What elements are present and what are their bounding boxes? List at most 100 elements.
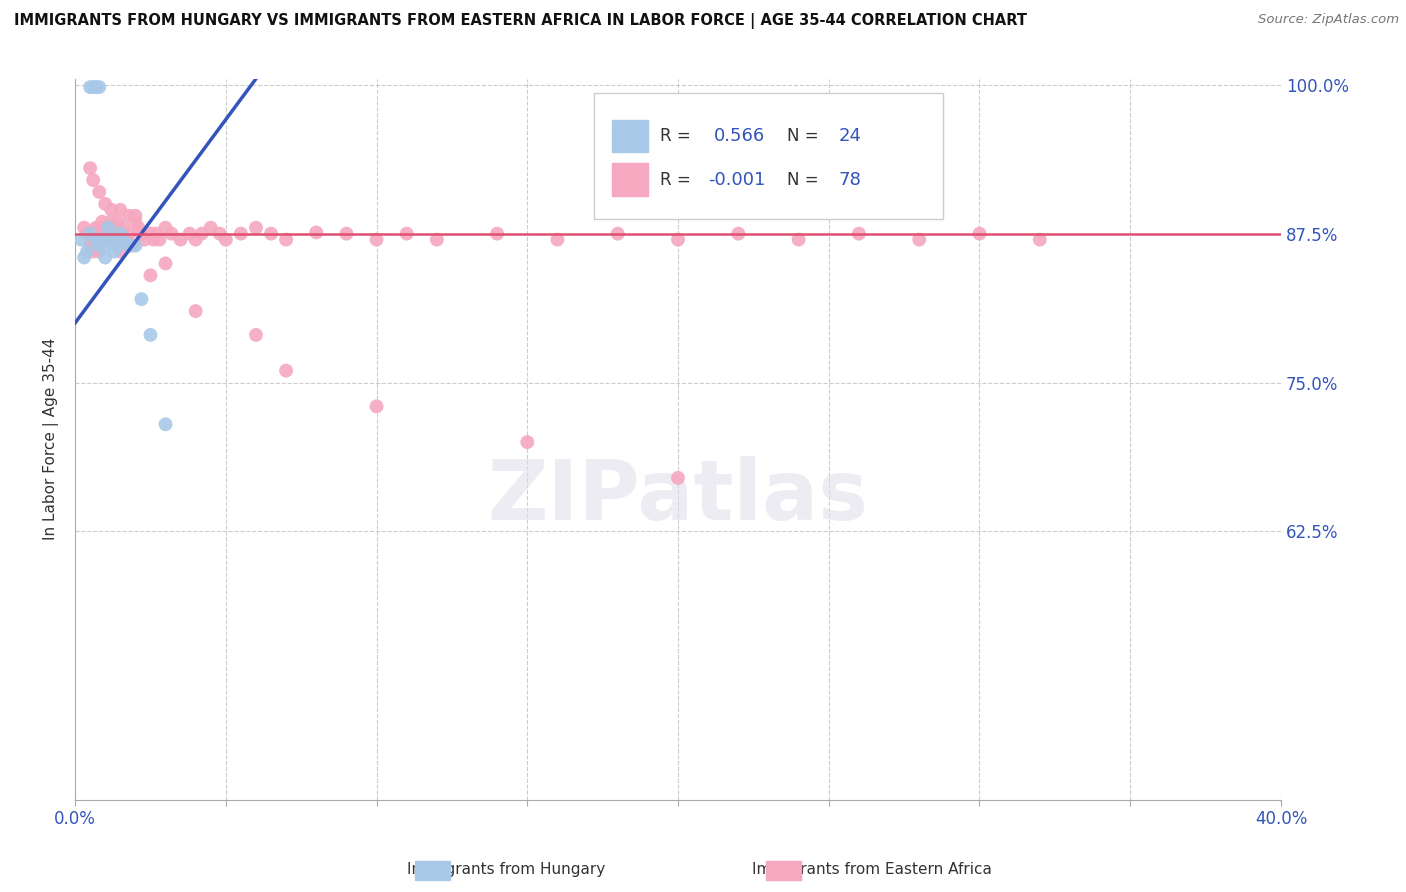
Point (89, 244, 111, 259)
Point (115, 233, 138, 247)
Point (91, 233, 114, 247)
Point (666, 471, 689, 485)
Point (89, 80, 111, 95)
Point (100, 202, 122, 217)
Point (139, 268, 162, 283)
Point (606, 227, 628, 241)
Point (245, 220, 267, 235)
Point (155, 256, 177, 270)
Point (127, 220, 149, 235)
Point (160, 227, 183, 241)
Point (969, 227, 991, 241)
Point (84, 80, 107, 95)
Point (848, 227, 870, 241)
FancyBboxPatch shape (593, 93, 943, 219)
Point (73, 220, 96, 235)
Point (100, 215, 122, 229)
Point (200, 220, 222, 235)
Point (79, 227, 101, 241)
Point (118, 209, 141, 223)
Point (110, 244, 132, 259)
Point (666, 233, 689, 247)
Text: IMMIGRANTS FROM HUNGARY VS IMMIGRANTS FROM EASTERN AFRICA IN LABOR FORCE | AGE 3: IMMIGRANTS FROM HUNGARY VS IMMIGRANTS FR… (14, 13, 1026, 29)
Point (76, 244, 98, 259)
Point (110, 202, 132, 217)
Point (787, 233, 810, 247)
Point (215, 233, 238, 247)
Point (727, 227, 749, 241)
Point (110, 227, 132, 241)
Point (76, 227, 98, 241)
Text: Immigrants from Hungary: Immigrants from Hungary (406, 863, 606, 877)
Text: N =: N = (786, 128, 824, 145)
Point (366, 400, 388, 414)
Point (118, 238, 141, 252)
Point (486, 227, 509, 241)
Point (79, 238, 101, 252)
Point (305, 226, 328, 240)
Text: -0.001: -0.001 (709, 170, 765, 189)
Text: 24: 24 (838, 128, 862, 145)
Text: N =: N = (786, 170, 824, 189)
Point (274, 364, 297, 378)
Point (274, 233, 297, 247)
Text: ZIPatlas: ZIPatlas (488, 457, 869, 537)
Point (155, 220, 177, 235)
Point (148, 233, 170, 247)
Point (139, 227, 162, 241)
Point (179, 227, 201, 241)
Point (245, 327, 267, 342)
Point (89, 238, 111, 252)
Point (335, 227, 357, 241)
Point (100, 233, 122, 247)
Point (260, 227, 283, 241)
Point (134, 233, 156, 247)
Text: 0.566: 0.566 (714, 128, 765, 145)
Point (100, 233, 122, 247)
Point (118, 227, 141, 241)
Point (82, 80, 104, 95)
Point (190, 227, 212, 241)
Point (105, 215, 128, 229)
Point (94, 238, 117, 252)
Text: R =: R = (659, 170, 696, 189)
Point (426, 233, 449, 247)
Point (70, 233, 93, 247)
Point (84, 220, 107, 235)
Bar (612, 120, 648, 153)
Point (89, 220, 111, 235)
Point (366, 233, 388, 247)
Point (82, 173, 104, 187)
Text: Immigrants from Eastern Africa: Immigrants from Eastern Africa (752, 863, 991, 877)
Y-axis label: In Labor Force | Age 35-44: In Labor Force | Age 35-44 (44, 338, 59, 541)
Point (229, 227, 252, 241)
Point (105, 238, 128, 252)
Point (73, 251, 96, 265)
Point (82, 244, 104, 259)
Point (124, 209, 146, 223)
Point (79, 227, 101, 241)
Point (908, 233, 931, 247)
Point (169, 233, 191, 247)
Text: 78: 78 (838, 170, 862, 189)
Point (91, 233, 114, 247)
Point (91, 215, 114, 229)
Point (208, 227, 231, 241)
Point (97, 220, 120, 235)
Text: Source: ZipAtlas.com: Source: ZipAtlas.com (1258, 13, 1399, 27)
Point (131, 292, 153, 306)
Point (142, 233, 165, 247)
Point (84, 233, 107, 247)
Point (94, 251, 117, 265)
Point (94, 220, 117, 235)
Point (546, 233, 568, 247)
Point (112, 233, 135, 247)
Point (131, 227, 153, 241)
Point (121, 238, 143, 252)
Point (184, 304, 207, 318)
Point (112, 220, 135, 235)
Point (79, 161, 101, 175)
Point (145, 227, 167, 241)
Point (94, 197, 117, 211)
Point (110, 227, 132, 241)
